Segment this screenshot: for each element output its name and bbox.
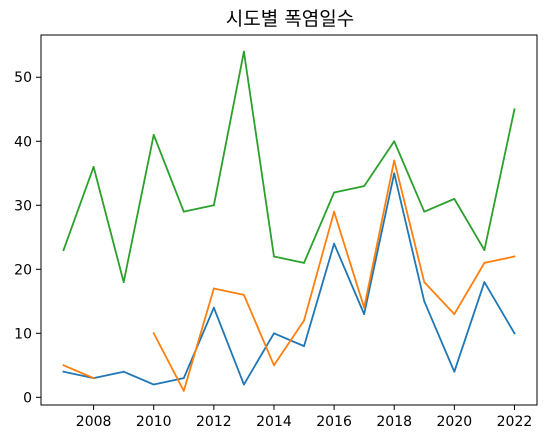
x-tick-label: 2012 [196, 414, 232, 430]
data-point [363, 306, 366, 309]
data-point [212, 306, 215, 309]
data-point [483, 249, 486, 251]
x-tick-label: 2010 [136, 414, 172, 430]
x-tick-label: 2016 [316, 414, 352, 430]
data-point [122, 370, 125, 373]
y-tick-label: 40 [14, 134, 32, 150]
data-point [212, 287, 215, 290]
series-path [62, 50, 516, 283]
data-point [62, 370, 65, 373]
x-tick-label: 2018 [376, 414, 412, 430]
data-point [152, 133, 155, 136]
data-point [393, 172, 396, 175]
data-point [423, 281, 426, 283]
chart-title: 시도별 폭염일수 [226, 8, 354, 30]
y-tick-label: 10 [14, 326, 32, 342]
data-point [423, 210, 426, 213]
data-point [513, 255, 516, 258]
series-line-3 [62, 50, 516, 283]
x-tick-label: 2014 [256, 414, 292, 430]
data-point [92, 377, 95, 380]
data-point [453, 313, 456, 315]
data-point [62, 249, 65, 251]
data-point [243, 383, 245, 386]
data-point [212, 204, 215, 207]
series-layer [62, 50, 516, 392]
data-point [333, 242, 335, 245]
x-tick-label: 2020 [437, 414, 473, 430]
data-point [303, 319, 305, 322]
data-point [182, 377, 185, 380]
data-point [363, 185, 366, 187]
data-point [92, 165, 95, 168]
y-axis: 0 10 20 30 40 50 [14, 70, 41, 406]
plot-area-frame [40, 34, 538, 406]
data-point [393, 140, 396, 143]
data-point [273, 255, 275, 258]
data-point [333, 210, 335, 213]
y-tick-label: 20 [14, 262, 32, 278]
y-tick-label: 50 [14, 70, 32, 86]
data-point [303, 261, 305, 264]
data-point [182, 390, 185, 392]
series-line-2 [62, 159, 516, 392]
data-point [152, 332, 155, 335]
data-point [513, 108, 516, 111]
data-point [423, 300, 426, 303]
data-point [182, 210, 185, 213]
data-point [483, 261, 486, 264]
y-tick-label: 30 [14, 198, 32, 214]
x-tick-label: 2022 [497, 414, 533, 430]
data-point [122, 281, 125, 283]
data-point [453, 197, 456, 200]
data-point [273, 364, 275, 367]
series-line-1 [62, 172, 516, 386]
data-point [513, 332, 516, 335]
data-point [243, 294, 245, 296]
x-tick-label: 2008 [76, 414, 112, 430]
data-point [243, 50, 245, 53]
data-point [333, 191, 335, 194]
series-path [62, 172, 516, 386]
data-point [273, 332, 275, 335]
data-point [303, 345, 305, 348]
data-point [483, 281, 486, 283]
y-tick-label: 0 [23, 390, 32, 406]
data-point [152, 383, 155, 386]
data-point [62, 364, 65, 367]
data-point [393, 159, 396, 162]
data-point [363, 313, 366, 315]
x-axis: 2008 2010 2012 2014 2016 2018 2020 2022 [76, 405, 532, 430]
data-point [453, 370, 456, 373]
